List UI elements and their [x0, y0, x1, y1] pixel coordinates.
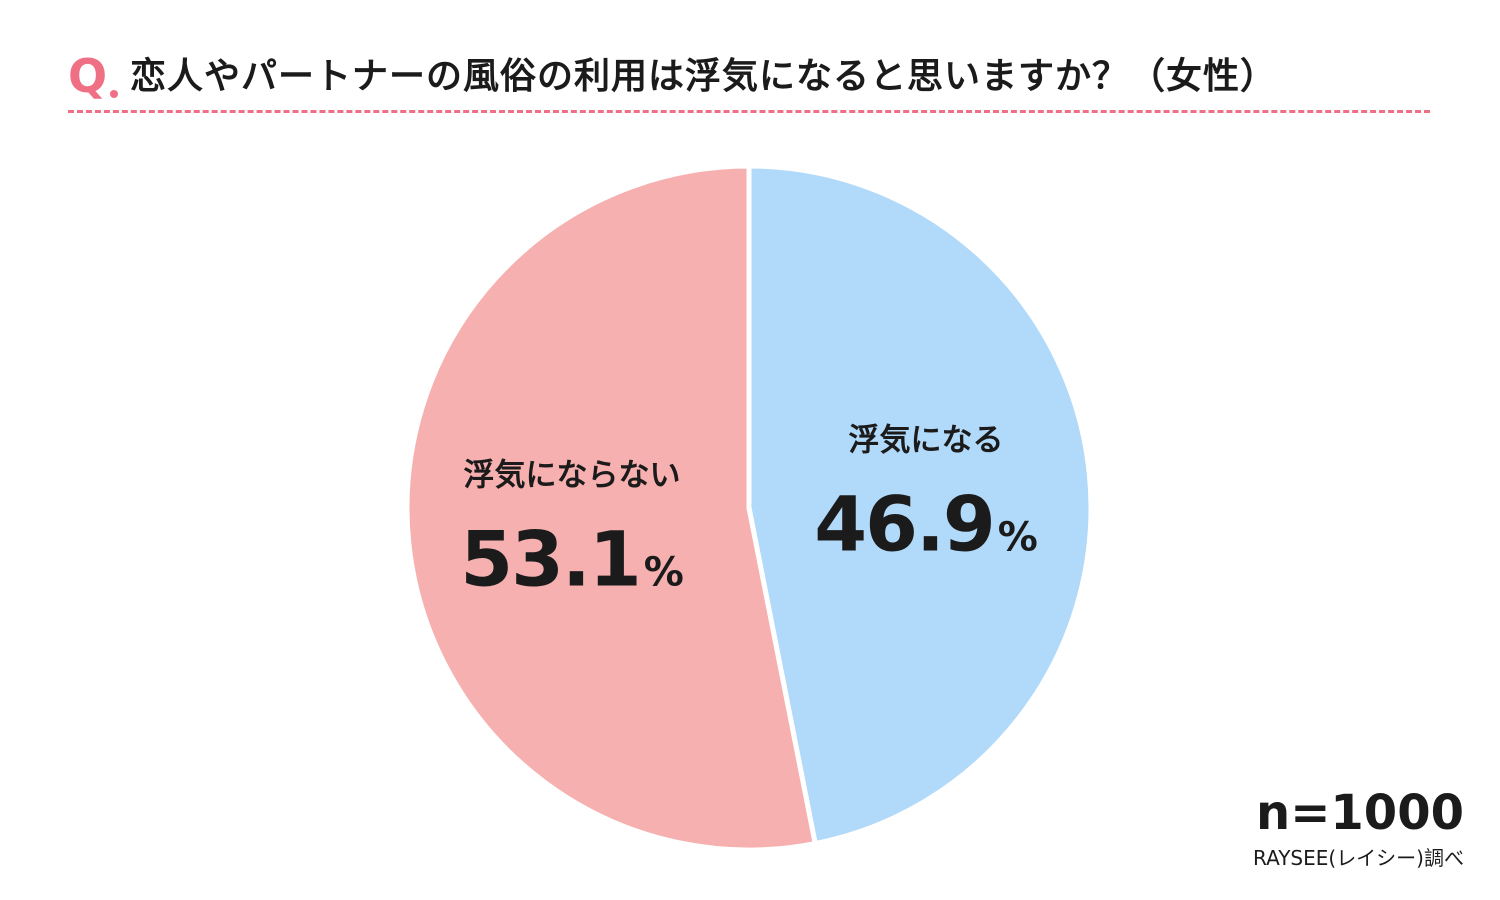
- sample-size: n=1000: [1256, 785, 1464, 841]
- question-q-mark: Q: [68, 49, 108, 103]
- pie-slice-1: [404, 163, 819, 853]
- pie-slices: [404, 163, 1094, 853]
- source-credit: RAYSEE(レイシー)調べ: [1252, 846, 1464, 870]
- slice-value-1: 53.1%: [460, 514, 684, 603]
- chart-title: 恋人やパートナーの風俗の利用は浮気になると思いますか？（女性）: [130, 56, 1278, 97]
- pie-slice-0: [746, 163, 1094, 847]
- title-dashed-divider: [68, 110, 1430, 113]
- slice-label-1: 浮気にならない: [464, 457, 681, 493]
- question-q-dot: [110, 90, 118, 98]
- pie-labels: 浮気になる 46.9 % 浮気にならない 53.1%: [460, 423, 1038, 604]
- chart-header: Q 恋人やパートナーの風俗の利用は浮気になると思いますか？（女性）: [68, 44, 1430, 116]
- slice-label-0: 浮気になる: [848, 423, 1003, 459]
- slice-value-0: 46.9%: [814, 480, 1038, 569]
